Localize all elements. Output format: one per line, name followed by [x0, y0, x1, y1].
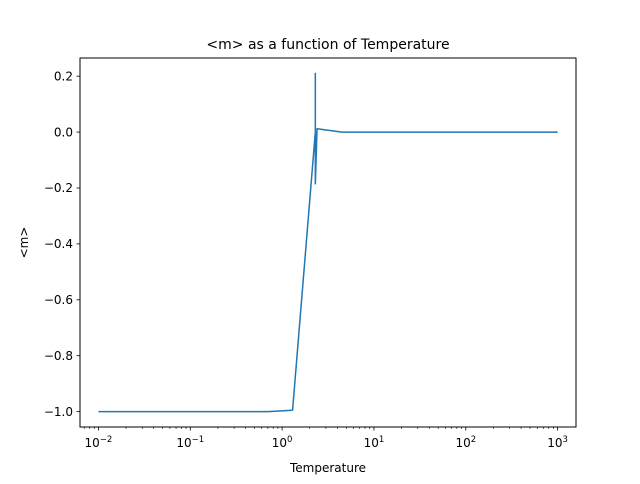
- x-tick-label: 101: [364, 435, 385, 450]
- y-tick-label: −0.6: [44, 293, 73, 307]
- x-tick-label: 103: [547, 435, 568, 450]
- y-tick-label: 0.2: [54, 69, 73, 83]
- x-tick-label: 10−1: [176, 435, 204, 450]
- x-axis: 10−2 10−1 100 101 102 103: [83, 427, 568, 450]
- x-axis-title: Temperature: [289, 461, 366, 475]
- x-tick-label: 10−2: [85, 435, 113, 450]
- chart-title: <m> as a function of Temperature: [206, 37, 449, 53]
- y-tick-label: −1.0: [44, 405, 73, 419]
- plot-frame: [79, 57, 577, 428]
- y-tick-label: 0.0: [54, 125, 73, 139]
- y-tick-label: −0.4: [44, 237, 73, 251]
- y-axis: 0.2 0.0 −0.2 −0.4 −0.6 −0.8 −1.0: [44, 69, 80, 419]
- series-line-1: [98, 72, 558, 413]
- plot-area: [98, 72, 558, 413]
- x-tick-label: 102: [455, 435, 476, 450]
- y-tick-label: −0.8: [44, 349, 73, 363]
- y-tick-label: −0.2: [44, 181, 73, 195]
- y-axis-title: <m>: [17, 227, 31, 259]
- x-tick-label: 100: [272, 435, 293, 450]
